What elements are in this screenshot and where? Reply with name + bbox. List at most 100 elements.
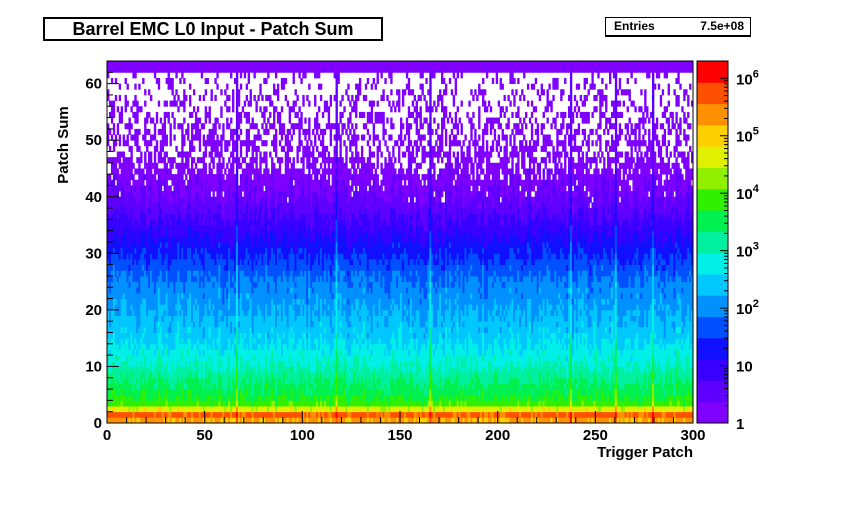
heatmap-cell xyxy=(136,417,139,424)
heatmap-cell xyxy=(591,417,594,424)
heatmap-cell xyxy=(253,411,256,418)
heatmap-cell xyxy=(163,406,166,413)
heatmap-cell xyxy=(425,406,428,413)
heatmap-cell xyxy=(130,400,133,407)
heatmap-cell xyxy=(114,406,118,413)
heatmap-cell xyxy=(575,406,579,413)
heatmap-cell xyxy=(292,417,295,424)
heatmap-cell xyxy=(194,417,198,424)
heatmap-cell xyxy=(671,406,674,413)
heatmap-cell xyxy=(116,411,120,418)
heatmap-cell xyxy=(648,411,651,418)
heatmap-cell xyxy=(460,411,463,418)
heatmap-cell xyxy=(157,406,161,413)
heatmap-cell xyxy=(505,411,508,418)
heatmap-cell xyxy=(628,411,631,418)
heatmap-cell xyxy=(155,417,159,424)
heatmap-cell xyxy=(540,406,543,413)
heatmap-cell xyxy=(171,406,174,413)
heatmap-cell xyxy=(651,411,655,418)
heatmap-cell xyxy=(265,417,268,424)
heatmap-cell xyxy=(614,411,618,418)
heatmap-cell xyxy=(400,417,403,424)
heatmap-cell xyxy=(122,400,125,407)
heatmap-cell xyxy=(198,406,202,413)
heatmap-cell xyxy=(333,406,336,413)
heatmap-cell xyxy=(648,406,651,413)
heatmap-cell xyxy=(294,411,297,418)
heatmap-cell xyxy=(187,400,190,407)
heatmap-cell xyxy=(429,406,432,413)
heatmap-cell xyxy=(526,417,530,424)
heatmap-cell xyxy=(634,411,637,418)
heatmap-cell xyxy=(411,417,415,424)
heatmap-cell xyxy=(302,400,305,407)
heatmap-cell xyxy=(296,406,299,413)
heatmap-cell xyxy=(446,411,450,418)
heatmap-cell xyxy=(189,406,192,413)
heatmap-cell xyxy=(314,406,317,413)
heatmap-cell xyxy=(357,411,360,418)
heatmap-cell xyxy=(464,411,467,418)
heatmap-cell xyxy=(423,411,426,418)
heatmap-cell xyxy=(595,411,598,418)
heatmap-cell xyxy=(444,417,448,424)
heatmap-cell xyxy=(161,406,165,413)
heatmap-cell xyxy=(288,417,292,424)
heatmap-cell xyxy=(396,411,399,418)
heatmap-cell xyxy=(624,406,627,413)
heatmap-cell xyxy=(269,400,272,407)
heatmap-cell xyxy=(298,417,301,424)
heatmap-cell xyxy=(312,406,315,413)
heatmap-cell xyxy=(271,417,274,424)
heatmap-cell xyxy=(280,406,284,413)
heatmap-cell xyxy=(304,406,307,413)
heatmap-cell xyxy=(587,406,590,413)
heatmap-cell xyxy=(534,411,538,418)
heatmap-cell xyxy=(251,406,254,413)
heatmap-cell xyxy=(200,411,204,418)
heatmap-cell xyxy=(487,417,491,424)
heatmap-cell xyxy=(138,411,141,418)
heatmap-cell xyxy=(534,406,538,413)
heatmap-cell xyxy=(519,406,522,413)
heatmap-cell xyxy=(142,411,145,418)
heatmap-cell xyxy=(677,411,680,418)
heatmap-cell xyxy=(589,417,592,424)
heatmap-cell xyxy=(644,406,647,413)
heatmap-cell xyxy=(198,400,202,407)
heatmap-cell xyxy=(128,400,131,407)
heatmap-cell xyxy=(165,417,168,424)
heatmap-cell xyxy=(464,406,467,413)
heatmap-cell xyxy=(489,411,493,418)
heatmap-cell xyxy=(437,406,440,413)
heatmap-cell xyxy=(114,400,118,407)
heatmap-cell xyxy=(526,406,530,413)
heatmap-cell xyxy=(245,400,249,407)
heatmap-cell xyxy=(167,400,170,407)
heatmap-cell xyxy=(269,411,272,418)
heatmap-cell xyxy=(130,411,133,418)
heatmap-cell xyxy=(228,411,231,418)
heatmap-cell xyxy=(646,417,649,424)
heatmap-cell xyxy=(358,400,362,407)
heatmap-cell xyxy=(601,406,604,413)
heatmap-cell xyxy=(546,417,549,424)
heatmap-cell xyxy=(425,417,428,424)
heatmap-cell xyxy=(685,406,688,413)
heatmap-cell xyxy=(345,417,348,424)
heatmap-cell xyxy=(456,417,459,424)
heatmap-cell xyxy=(493,406,497,413)
heatmap-cell xyxy=(597,411,600,418)
heatmap-cell xyxy=(419,417,422,424)
heatmap-cell xyxy=(300,406,303,413)
heatmap-cell xyxy=(653,411,657,418)
heatmap-cell xyxy=(110,417,114,424)
heatmap-cell xyxy=(655,406,659,413)
heatmap-cell xyxy=(413,417,417,424)
heatmap-cell xyxy=(173,417,176,424)
heatmap-cell xyxy=(206,400,209,407)
heatmap-cell xyxy=(304,417,307,424)
heatmap-cell xyxy=(577,411,581,418)
heatmap-cell xyxy=(368,400,372,407)
